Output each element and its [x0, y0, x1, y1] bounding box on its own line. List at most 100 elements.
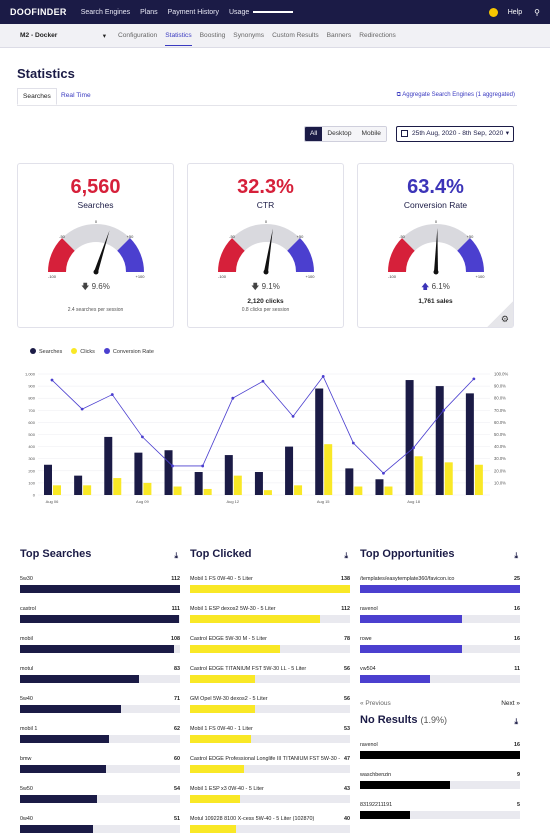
top-nav: DOOFINDER Search Engines Plans Payment H…	[0, 0, 550, 24]
download-icon[interactable]: ⤓	[174, 551, 178, 560]
download-icon[interactable]: ⤓	[514, 717, 518, 726]
nav-search-engines[interactable]: Search Engines	[80, 8, 131, 16]
list-item[interactable]: mobil 1 62	[20, 726, 180, 743]
settings-corner[interactable]: ⚙	[487, 301, 513, 327]
list-item[interactable]: Mobil 1 FS 0W-40 - 5 Liter 138	[190, 576, 350, 593]
list-item[interactable]: ravenol 16	[360, 606, 520, 623]
bar-searches	[194, 472, 203, 495]
nav-plans[interactable]: Plans	[140, 8, 158, 16]
list-item-bar	[20, 795, 180, 803]
tab-redirections[interactable]: Redirections	[359, 32, 396, 39]
project-select[interactable]: M2 - Docker ▾	[20, 32, 106, 40]
y-tick-label: 600	[28, 420, 35, 425]
aggregate-link[interactable]: ⧉ Aggregate Search Engines (1 aggregated…	[397, 92, 515, 99]
list-item-bar-fill	[20, 765, 106, 773]
list-item-count: 9	[517, 772, 520, 778]
nav-payment-history[interactable]: Payment History	[167, 8, 219, 16]
list-item[interactable]: Mobil 1 ESP x3 0W-40 - 5 Liter 43	[190, 786, 350, 803]
bar-searches	[345, 468, 354, 495]
list-item[interactable]: Castrol EDGE 5W-30 M - 5 Liter 78	[190, 636, 350, 653]
list-item[interactable]: castrol 111	[20, 606, 180, 623]
list-item[interactable]: Motul 109228 8100 X-cess 5W-40 - 5 Liter…	[190, 816, 350, 833]
y-tick-label: 1,000	[25, 372, 36, 377]
card-sub: 2.4 searches per session	[67, 307, 124, 313]
list-item[interactable]: /templates/easytemplate360/favicon.ico 25	[360, 576, 520, 593]
list-item[interactable]: motul 83	[20, 666, 180, 683]
list-item[interactable]: Castrol EDGE Professional Longlife III T…	[190, 756, 350, 773]
list-item-term: Mobil 1 ESP x3 0W-40 - 5 Liter	[190, 786, 264, 792]
filter-mobile[interactable]: Mobile	[356, 127, 386, 141]
tab-boosting[interactable]: Boosting	[199, 32, 226, 39]
list-item-term: 5w30	[20, 576, 33, 582]
card-label: Searches	[77, 200, 114, 210]
list-item[interactable]: Castrol EDGE TITANIUM FST 5W-30 LL - 5 L…	[190, 666, 350, 683]
search-icon[interactable]: ⚲	[534, 7, 540, 17]
list-item[interactable]: 5w30 112	[20, 576, 180, 593]
list-item[interactable]: Mobil 1 ESP dexos2 5W-30 - 5 Liter 112	[190, 606, 350, 623]
bar-clicks	[83, 485, 92, 495]
list-item[interactable]: 5w40 71	[20, 696, 180, 713]
list-item-term: Castrol EDGE TITANIUM FST 5W-30 LL - 5 L…	[190, 666, 307, 672]
point-conversion-rate	[382, 471, 385, 475]
help-link[interactable]: Help	[507, 8, 523, 16]
legend-searches[interactable]: Searches	[30, 348, 62, 355]
tab-statistics[interactable]: Statistics	[165, 26, 192, 46]
tab-custom-results[interactable]: Custom Results	[272, 32, 319, 39]
gauge-low-arc	[218, 238, 245, 272]
bar-searches	[465, 393, 474, 495]
y2-tick-label: 10.0%	[494, 480, 506, 485]
list-item-label-row: waschbenzin 9	[360, 772, 520, 780]
list-item-bar	[20, 765, 180, 773]
download-icon[interactable]: ⤓	[344, 551, 348, 560]
list-item-term: bmw	[20, 756, 32, 762]
tab-configuration[interactable]: Configuration	[118, 32, 158, 39]
y2-tick-label: 40.0%	[494, 444, 506, 449]
download-icon[interactable]: ⤓	[514, 551, 518, 560]
tab-banners[interactable]: Banners	[326, 32, 352, 39]
next-page-link[interactable]: Next »	[501, 700, 520, 707]
list-item-bar-fill	[20, 615, 179, 623]
list-item[interactable]: ravenol 16	[360, 742, 520, 759]
list-item-count: 62	[174, 726, 180, 732]
filter-all[interactable]: All	[305, 127, 323, 141]
list-item[interactable]: Mobil 1 FS 0W-40 - 1 Liter 53	[190, 726, 350, 743]
bar-searches	[405, 380, 414, 495]
previous-page-link[interactable]: « Previous	[360, 700, 391, 707]
user-icon[interactable]	[488, 7, 498, 17]
tab-synonyms[interactable]: Synonyms	[233, 32, 265, 39]
delta-value: 6.1%	[431, 282, 450, 291]
delta-value: 9.1%	[261, 282, 280, 291]
filter-desktop[interactable]: Desktop	[322, 127, 357, 141]
bar-clicks	[233, 475, 242, 495]
date-range-picker[interactable]: 25th Aug, 2020 - 8th Sep, 2020 ▾	[396, 126, 514, 142]
list-item[interactable]: mobil 108	[20, 636, 180, 653]
list-item[interactable]: 5w50 54	[20, 786, 180, 803]
y-tick-label: 300	[28, 456, 35, 461]
list-item[interactable]: 83192211191 5	[360, 802, 520, 819]
logo: DOOFINDER	[10, 7, 67, 17]
list-item-term: motul	[20, 666, 34, 672]
arrow-up-icon: 🡅	[421, 282, 430, 291]
legend-conversion[interactable]: Conversion Rate	[103, 348, 154, 355]
legend-clicks[interactable]: Clicks	[71, 348, 95, 355]
bar-clicks	[324, 444, 333, 495]
list-item[interactable]: waschbenzin 9	[360, 772, 520, 789]
list-item[interactable]: vw504 11	[360, 666, 520, 683]
list-item[interactable]: rowe 16	[360, 636, 520, 653]
bar-clicks	[203, 488, 212, 495]
tab-real-time[interactable]: Real Time	[61, 92, 91, 99]
list-item-bar-fill	[360, 751, 520, 759]
point-conversion-rate	[110, 393, 114, 396]
bar-clicks	[113, 478, 122, 495]
list-item-bar	[20, 615, 180, 623]
list-item-bar	[20, 675, 180, 683]
nav-usage[interactable]: Usage	[229, 8, 250, 16]
list-item[interactable]: GM Opel 5W-30 dexos2 - 5 Liter 56	[190, 696, 350, 713]
gauge-tick-label: -50	[229, 234, 236, 239]
list-item-count: 11	[514, 666, 520, 672]
list-item[interactable]: bmw 60	[20, 756, 180, 773]
list-item[interactable]: 0w40 51	[20, 816, 180, 833]
gauge-tick-label: +100	[475, 274, 485, 279]
list-item-term: Mobil 1 FS 0W-40 - 1 Liter	[190, 726, 253, 732]
tab-searches[interactable]: Searches	[17, 88, 57, 105]
